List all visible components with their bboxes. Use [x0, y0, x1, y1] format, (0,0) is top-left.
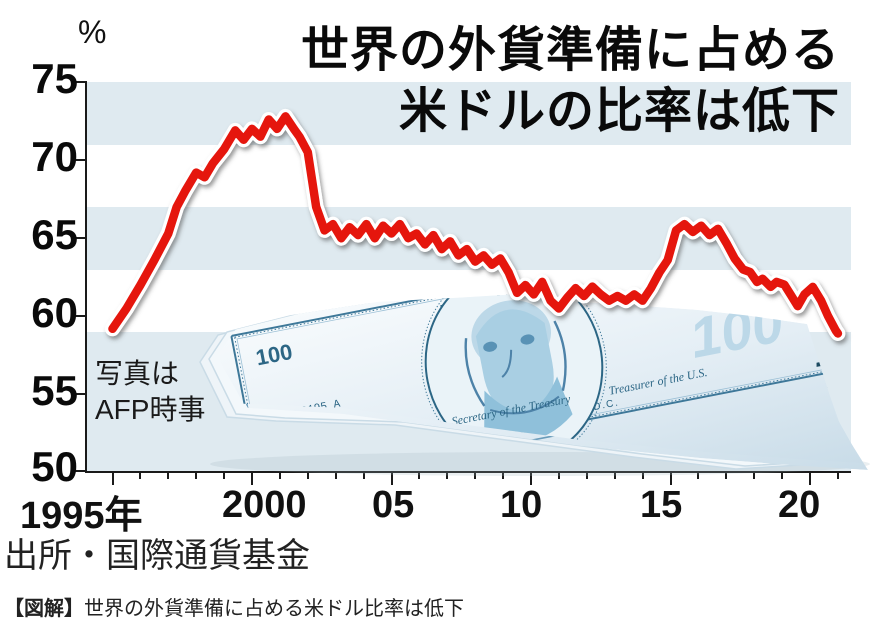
- svg-text:B2: B2: [258, 426, 272, 439]
- svg-text:HB 65992195 A: HB 65992195 A: [839, 309, 865, 388]
